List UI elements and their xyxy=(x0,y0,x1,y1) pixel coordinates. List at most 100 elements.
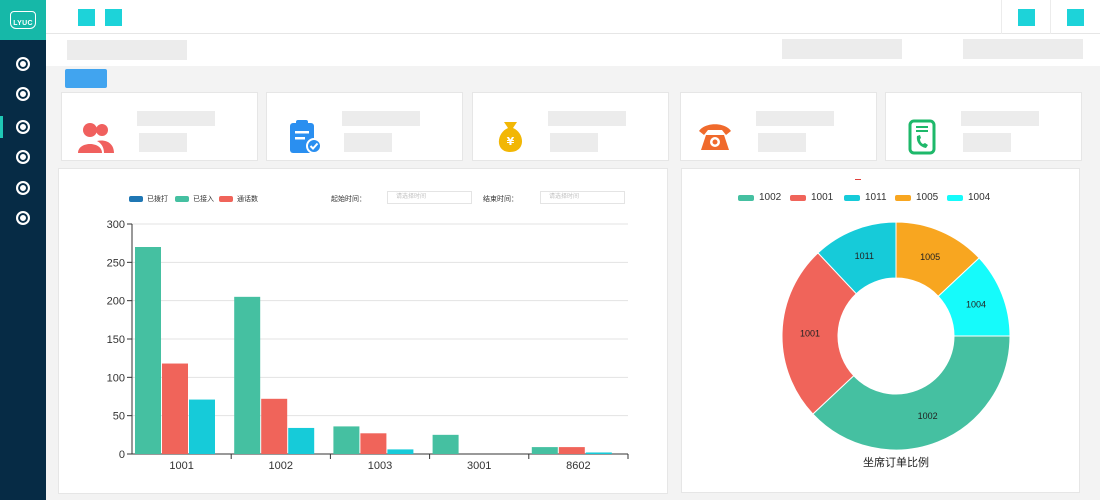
stat-title xyxy=(342,111,420,126)
stat-value xyxy=(963,133,1011,152)
start-time-label: 起始时间： xyxy=(331,196,366,203)
circle-icon xyxy=(16,57,30,71)
bar[interactable] xyxy=(585,452,612,454)
sidebar-item-3[interactable] xyxy=(0,113,46,141)
legend-label: 1001 xyxy=(811,192,834,203)
sidebar-item-4[interactable] xyxy=(0,143,46,171)
circle-icon xyxy=(16,87,30,101)
fullscreen-icon[interactable] xyxy=(1018,9,1035,26)
filter-placeholder[interactable] xyxy=(782,39,902,59)
legend-label: 1004 xyxy=(968,192,991,203)
bar[interactable] xyxy=(135,247,161,454)
search-placeholder[interactable] xyxy=(963,39,1083,59)
bar[interactable] xyxy=(333,426,360,454)
users-icon xyxy=(78,123,114,153)
sidebar-item-2[interactable] xyxy=(0,80,46,108)
slice-label: 1005 xyxy=(920,252,940,262)
pie-legend-item[interactable]: 1002 xyxy=(738,192,781,203)
phone-document-icon xyxy=(908,119,936,155)
stat-value xyxy=(344,133,392,152)
telephone-icon xyxy=(699,124,731,150)
legend-label: 1002 xyxy=(759,192,782,203)
slice-label: 1002 xyxy=(918,411,938,421)
top-header xyxy=(46,0,1100,34)
user-icon[interactable] xyxy=(1067,9,1084,26)
svg-text:¥: ¥ xyxy=(507,135,515,148)
legend-swatch xyxy=(844,194,860,201)
x-tick-label: 1001 xyxy=(169,460,193,472)
x-tick-label: 3001 xyxy=(467,460,491,472)
stat-card-3: ¥ xyxy=(472,92,669,161)
legend-swatch xyxy=(947,194,963,201)
stat-value xyxy=(550,133,598,152)
pie-title: 坐席订单比例 xyxy=(863,455,929,469)
y-tick-label: 0 xyxy=(119,449,125,461)
y-tick-label: 300 xyxy=(107,219,125,231)
pie-chart: 1005 1004 1002 1001 1011 坐席订单比例 xyxy=(781,221,1011,469)
pie-slice[interactable] xyxy=(781,252,858,415)
legend-item-calls[interactable]: 通话数 xyxy=(219,194,258,204)
legend-swatch xyxy=(175,196,189,202)
legend-label: 通话数 xyxy=(237,196,258,203)
money-bag-icon: ¥ xyxy=(498,122,523,152)
divider xyxy=(1001,0,1002,34)
bar[interactable] xyxy=(531,447,558,454)
marker xyxy=(855,179,861,180)
legend-label: 已接入 xyxy=(193,196,214,203)
start-time-input[interactable]: 请选择时间 xyxy=(387,191,472,204)
bar[interactable] xyxy=(261,398,288,454)
bar[interactable] xyxy=(189,399,215,454)
circle-icon xyxy=(16,120,30,134)
circle-icon xyxy=(16,150,30,164)
y-tick-label: 100 xyxy=(107,372,125,384)
menu-toggle-icon[interactable] xyxy=(78,9,95,26)
pie-legend-item[interactable]: 1011 xyxy=(844,192,887,203)
stat-card-5 xyxy=(885,92,1082,161)
sidebar-item-5[interactable] xyxy=(0,174,46,202)
x-tick-label: 8602 xyxy=(566,460,590,472)
sidebar-item-6[interactable] xyxy=(0,204,46,232)
y-tick-label: 200 xyxy=(107,296,125,308)
stat-card-2 xyxy=(266,92,463,161)
logo-icon: LYUC xyxy=(10,11,36,29)
bar[interactable] xyxy=(288,427,315,454)
stat-title xyxy=(961,111,1039,126)
logo[interactable]: LYUC xyxy=(0,0,46,40)
circle-icon xyxy=(16,181,30,195)
slice-label: 1011 xyxy=(855,251,874,261)
legend-swatch xyxy=(219,196,233,202)
sidebar-item-1[interactable] xyxy=(0,50,46,78)
bar[interactable] xyxy=(234,296,261,454)
x-tick-label: 1002 xyxy=(269,460,293,472)
x-tick-label: 1003 xyxy=(368,460,392,472)
refresh-icon[interactable] xyxy=(105,9,122,26)
stat-value xyxy=(139,133,187,152)
y-tick-label: 50 xyxy=(113,411,125,423)
bar[interactable] xyxy=(360,433,387,454)
bar[interactable] xyxy=(432,434,459,454)
stat-value xyxy=(758,133,806,152)
circle-icon xyxy=(16,211,30,225)
pie-slice[interactable] xyxy=(812,335,1011,451)
stat-title xyxy=(756,111,834,126)
end-time-label: 结束时间： xyxy=(483,196,518,203)
bar[interactable] xyxy=(558,447,585,454)
y-tick-label: 250 xyxy=(107,257,125,269)
legend-item-connected[interactable]: 已接入 xyxy=(175,194,214,204)
active-tab[interactable] xyxy=(65,69,107,88)
pie-legend-item[interactable]: 1004 xyxy=(947,192,990,203)
pie-legend-item[interactable]: 1001 xyxy=(790,192,833,203)
legend-item-dialed[interactable]: 已拨打 xyxy=(129,194,168,204)
clipboard-check-icon xyxy=(290,120,322,154)
end-time-input[interactable]: 请选择时间 xyxy=(540,191,625,204)
slice-label: 1004 xyxy=(966,299,986,309)
bar-chart-panel: 已拨打 已接入 通话数 起始时间： 请选择时间 结束时间： 请选择时间 0 50 1… xyxy=(58,168,668,494)
pie-slice[interactable] xyxy=(817,221,897,295)
pie-legend-item[interactable]: 1005 xyxy=(895,192,938,203)
bar[interactable] xyxy=(387,449,414,454)
bar[interactable] xyxy=(162,363,188,454)
logo-text: LYUC xyxy=(13,20,33,27)
stat-title xyxy=(548,111,626,126)
stat-card-1 xyxy=(61,92,258,161)
stat-card-4 xyxy=(680,92,877,161)
